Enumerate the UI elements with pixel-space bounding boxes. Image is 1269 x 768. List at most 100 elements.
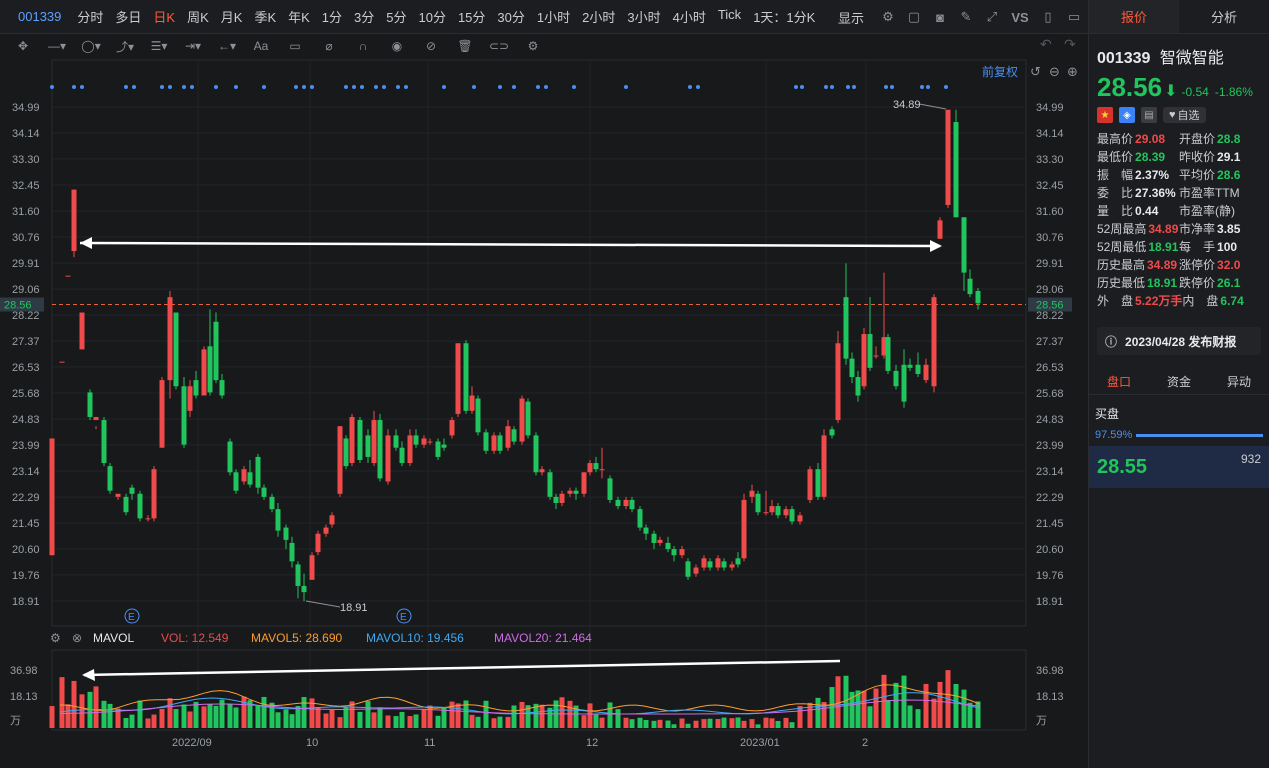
stat-cell: 跌停价 26.1 [1179,274,1261,291]
volume-bar [227,703,233,728]
price-axis-left: 23.14 [12,466,40,478]
range-tool-icon[interactable]: ⇥▾ [184,39,202,53]
redo-icon[interactable]: ↷ [1064,36,1076,52]
link-icon[interactable]: ⊂⊃ [488,39,510,53]
candle-body [907,364,913,368]
drawn-arrow-line [79,241,941,248]
high-label: 34.89 [893,99,921,111]
window-icon[interactable]: ▭ [1067,9,1081,24]
volume-bar [763,717,769,728]
trend-tool-icon[interactable]: ⤴▾ [115,39,135,54]
price-axis-left: 22.29 [12,492,40,504]
quote-tabs: 报价 分析 [1089,0,1269,34]
volume-bar [371,712,377,728]
stat-label: 市盈率TTM [1179,185,1240,200]
event-dot [404,85,408,89]
volume-bar [219,699,225,728]
undo-icon[interactable]: ↶ [1040,36,1052,52]
event-dot [624,85,628,89]
crosshair-icon[interactable]: ✥ [17,39,29,53]
symbol-code[interactable]: 001339 [18,9,62,24]
event-dot [124,85,128,89]
trash-icon[interactable]: 🗑 [457,39,473,53]
period-5[interactable]: 季K [254,10,277,25]
candle-body [505,426,511,448]
date-label: 2023/01 [740,737,780,749]
arrow-tool-icon[interactable]: ←▾ [217,39,237,53]
pen-icon[interactable]: ✎ [960,9,972,24]
tool-settings-icon[interactable]: ⚙ [527,39,539,53]
period-13[interactable]: 1小时 [536,10,571,25]
document-icon[interactable]: ▤ [1141,107,1157,123]
period-6[interactable]: 年K [288,10,310,25]
period-7[interactable]: 1分 [321,10,343,25]
period-1[interactable]: 多日 [115,10,142,25]
candle-body [393,435,399,448]
eye-icon[interactable]: ◉ [391,39,403,53]
event-dot [572,85,576,89]
volume-bar [975,701,981,728]
watchlist-label: 自选 [1177,110,1200,122]
kline-chart[interactable]: 前复权 ↺ ⊖ ⊕ 34.99 34.99 34.14 34.14 33.30 33.30 32.4… [0,58,1088,768]
period-2[interactable]: 日K [153,10,176,25]
tab-capital[interactable]: 资金 [1166,375,1191,389]
period-15[interactable]: 3小时 [627,10,661,25]
candle-body [567,490,573,494]
tab-analysis[interactable]: 分析 [1210,10,1237,25]
fullscreen-icon[interactable]: ⤢ [986,9,998,24]
layout-icon[interactable]: ▢ [907,9,921,24]
period-0[interactable]: 分时 [77,10,104,25]
price-axis-left: 34.14 [12,128,40,140]
comment-tool-icon[interactable]: ▭ [289,39,301,53]
eraser-icon[interactable]: ⌀ [325,39,333,53]
camera-icon[interactable]: ◙ [936,9,944,25]
period-12[interactable]: 30分 [497,10,525,25]
candle-body [539,469,545,473]
period-9[interactable]: 5分 [386,10,407,25]
book-icon[interactable]: ▯ [1044,9,1052,24]
stat-label: 最高价 [1097,131,1134,146]
hide-icon[interactable]: ⊘ [425,39,437,53]
period-8[interactable]: 3分 [354,10,375,25]
period-4[interactable]: 月K [220,10,243,25]
tab-quote[interactable]: 报价 [1089,0,1179,33]
circle-tool-icon[interactable]: ◯▾ [81,39,101,53]
line-tool-icon[interactable]: —▾ [47,39,67,53]
period-18[interactable]: 1天：1分K [753,10,816,25]
text-tool-icon[interactable]: Aa [253,39,269,53]
event-dot [50,85,54,89]
candle-body [797,515,803,522]
display-button[interactable]: 显示 [837,10,864,26]
best-bid[interactable]: 28.55 932 [1089,446,1269,488]
price-axis-right: 33.30 [1036,154,1064,166]
settings-icon[interactable]: ⚙ [882,9,894,24]
volume-bar [783,717,789,728]
fib-tool-icon[interactable]: ☰▾ [150,39,168,53]
tab-order-book[interactable]: 盘口 [1106,375,1131,389]
magnet-icon[interactable]: ∩ [358,39,368,53]
volume-bar [151,714,157,728]
mavol20-value: MAVOL20: 21.464 [494,631,592,645]
period-16[interactable]: 4小时 [672,10,706,25]
period-3[interactable]: 周K [187,10,209,25]
period-10[interactable]: 10分 [418,10,446,25]
event-dot [382,85,386,89]
candle-body [241,469,247,482]
stat-cell: 委 比 27.36% [1097,184,1179,201]
event-dot [182,85,186,89]
candle-body [533,435,539,473]
period-11[interactable]: 15分 [457,10,486,25]
tag-icon[interactable]: ◈ [1119,107,1135,123]
volume-bar [145,718,151,728]
earnings-notice[interactable]: ⓘ 2023/04/28 发布财报 [1097,327,1261,355]
period-14[interactable]: 2小时 [582,10,616,25]
vs-button[interactable]: VS [1011,9,1029,25]
bid-quantity: 932 [1240,452,1261,466]
add-watchlist-button[interactable]: ♥ 自选 [1163,107,1206,123]
candle-body [573,490,579,494]
price-axis-right: 20.60 [1036,544,1064,556]
tab-movement[interactable]: 异动 [1226,375,1251,389]
period-17[interactable]: Tick [717,7,742,22]
candle-body [915,364,921,374]
candle-body [365,435,371,457]
